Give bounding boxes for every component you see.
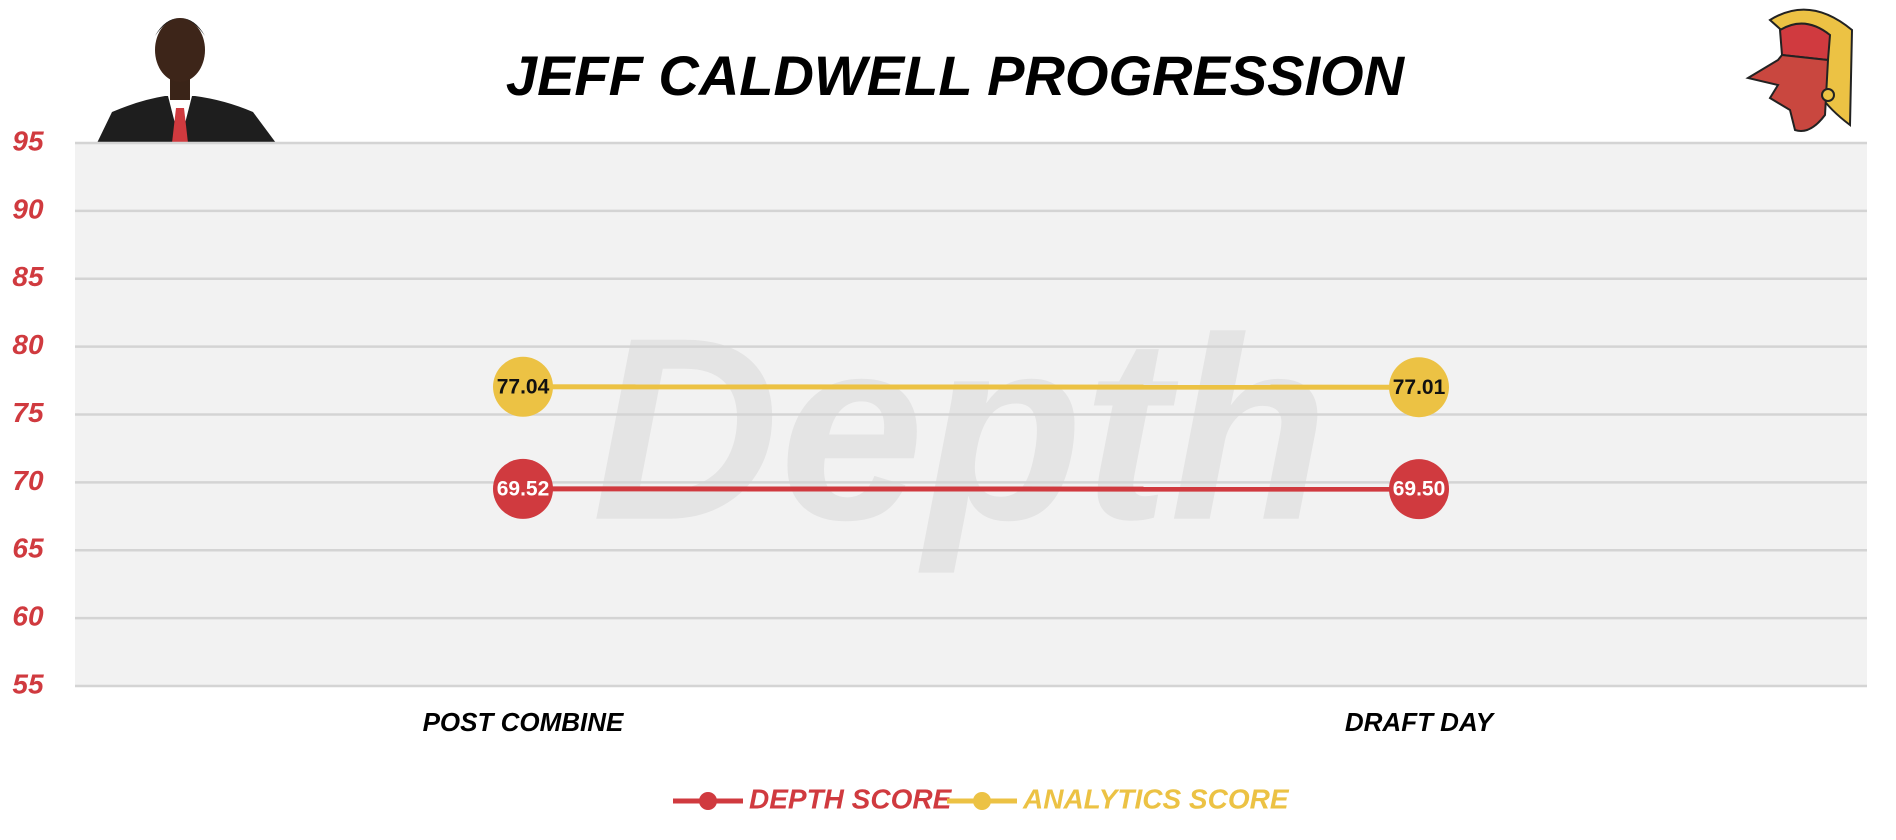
- y-tick-label: 65: [12, 533, 44, 564]
- legend-label: DEPTH SCORE: [749, 783, 953, 814]
- legend-label: ANALYTICS SCORE: [1022, 783, 1290, 814]
- data-point: [1389, 459, 1449, 520]
- data-label: 69.52: [497, 477, 550, 500]
- team-logo: [1745, 8, 1854, 132]
- data-label: 69.50: [1393, 478, 1446, 501]
- y-tick-label: 95: [12, 125, 44, 156]
- chart-title: JEFF CALDWELL PROGRESSION: [506, 44, 1406, 107]
- y-tick-label: 55: [12, 668, 44, 699]
- data-label: 77.04: [497, 375, 550, 398]
- watermark: Depth: [592, 285, 1329, 576]
- y-tick-label: 85: [12, 261, 44, 292]
- y-tick-label: 60: [12, 601, 44, 632]
- y-tick-label: 90: [12, 193, 44, 224]
- data-point: [493, 458, 553, 519]
- x-tick-label: POST COMBINE: [423, 707, 624, 737]
- y-tick-label: 75: [12, 397, 44, 428]
- y-tick-label: 70: [12, 465, 44, 496]
- data-point: [1389, 357, 1449, 418]
- x-tick-label: DRAFT DAY: [1345, 707, 1496, 737]
- legend-marker: [973, 792, 991, 810]
- player-photo: [97, 18, 276, 143]
- y-tick-label: 80: [12, 329, 44, 360]
- data-label: 77.01: [1393, 376, 1446, 399]
- data-point: [493, 356, 553, 417]
- legend-marker: [699, 792, 717, 810]
